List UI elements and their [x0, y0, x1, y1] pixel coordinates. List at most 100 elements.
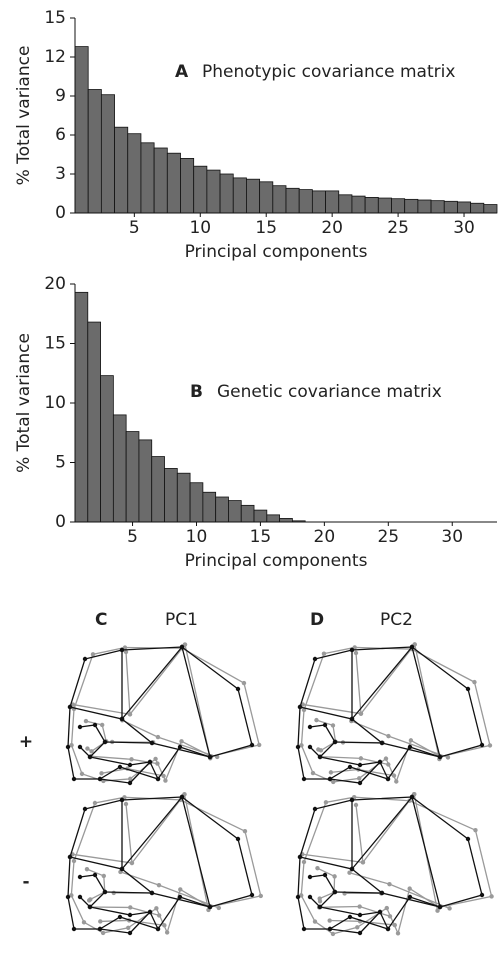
- landmark: [317, 904, 323, 910]
- landmark: [391, 773, 397, 778]
- landmark: [241, 680, 247, 686]
- landmark: [164, 930, 170, 935]
- bar: [100, 94, 115, 214]
- outline: [300, 646, 491, 784]
- landmark: [301, 859, 307, 865]
- landmark: [383, 756, 389, 761]
- bar: [112, 414, 127, 523]
- inner-line: [334, 891, 383, 894]
- landmark: [85, 746, 90, 751]
- bar: [87, 321, 101, 523]
- landmark: [447, 906, 452, 911]
- inner-line: [411, 646, 441, 758]
- landmark: [128, 905, 133, 910]
- inner-line: [79, 874, 106, 908]
- y-tick-label: 0: [55, 512, 66, 532]
- landmark: [65, 744, 71, 750]
- landmark: [147, 759, 153, 765]
- inner-line: [319, 906, 381, 916]
- landmark: [332, 739, 338, 745]
- outline: [67, 796, 253, 934]
- y-axis-label: % Total variance: [14, 333, 34, 473]
- landmark: [155, 926, 161, 932]
- landmark: [122, 645, 128, 650]
- bar: [483, 204, 498, 214]
- landmark: [307, 874, 313, 880]
- landmark: [97, 776, 103, 782]
- landmark: [387, 881, 392, 887]
- landmark: [407, 886, 412, 891]
- landmark: [207, 754, 213, 760]
- x-tick-label: 5: [127, 527, 138, 547]
- bar: [127, 133, 142, 214]
- landmark: [127, 912, 133, 918]
- inner-line: [181, 646, 211, 758]
- landmark: [127, 762, 133, 768]
- landmark: [79, 771, 85, 777]
- landmark: [384, 905, 389, 911]
- x-tick-label: 10: [189, 218, 211, 238]
- y-tick-label: 6: [55, 125, 66, 145]
- bar: [193, 165, 208, 214]
- bar: [470, 202, 485, 214]
- inner-line: [309, 874, 336, 908]
- inner-line: [411, 796, 441, 908]
- inner-line: [309, 724, 336, 758]
- landmark: [117, 914, 123, 920]
- landmark: [87, 904, 93, 910]
- landmark: [327, 776, 333, 782]
- bar: [125, 431, 140, 523]
- panel-letter: A: [175, 62, 189, 82]
- landmark: [154, 906, 159, 911]
- landmark: [409, 794, 415, 800]
- landmark: [358, 711, 364, 716]
- landmark: [487, 743, 493, 748]
- shape-diagram: [69, 642, 262, 784]
- landmark: [127, 780, 133, 786]
- landmark: [149, 740, 155, 746]
- landmark: [83, 718, 89, 724]
- landmark: [67, 704, 73, 710]
- inner-line: [104, 891, 153, 894]
- bar: [338, 194, 353, 214]
- landmark: [87, 754, 93, 760]
- y-tick-label: 15: [44, 334, 66, 354]
- landmark: [407, 894, 413, 900]
- landmark: [97, 926, 103, 932]
- bar: [164, 468, 178, 523]
- inner-line: [351, 868, 441, 908]
- landmark: [312, 656, 318, 662]
- bar: [391, 198, 406, 214]
- landmark: [479, 742, 485, 748]
- inner-line: [131, 793, 185, 864]
- landmark: [77, 874, 83, 880]
- bar: [266, 514, 281, 523]
- landmark: [331, 779, 336, 785]
- landmark: [156, 913, 162, 918]
- shape-diagram: [299, 642, 493, 785]
- bar: [259, 181, 274, 214]
- landmark: [317, 754, 323, 760]
- bar: [298, 189, 313, 214]
- landmark: [86, 898, 92, 903]
- y-tick-label: 15: [44, 8, 66, 28]
- y-tick-label: 10: [44, 393, 66, 413]
- x-tick-label: 20: [321, 218, 343, 238]
- bar: [430, 200, 445, 214]
- landmark: [162, 923, 167, 928]
- landmark: [395, 931, 401, 936]
- landmark: [409, 644, 415, 650]
- x-axis-label: Principal components: [185, 242, 368, 262]
- landmark: [312, 919, 318, 924]
- landmark: [407, 744, 413, 750]
- landmark: [299, 743, 304, 748]
- bar: [140, 142, 155, 214]
- shape-diagram: [65, 644, 255, 786]
- bar: [351, 195, 366, 214]
- landmark: [357, 780, 363, 786]
- landmark: [102, 889, 108, 895]
- landmark: [92, 800, 98, 806]
- landmark: [322, 722, 328, 728]
- landmark: [179, 644, 185, 650]
- landmark: [301, 776, 307, 782]
